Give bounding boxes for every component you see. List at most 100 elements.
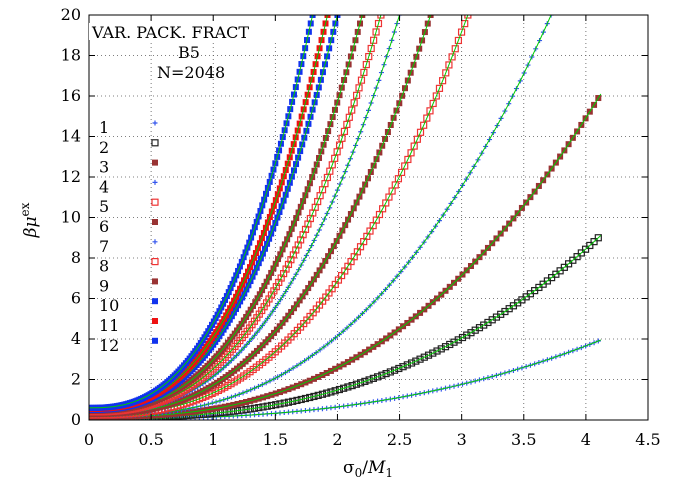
- data-point: [152, 318, 158, 324]
- legend-label: 12: [99, 336, 119, 355]
- data-point: [151, 198, 159, 206]
- data-point: [433, 347, 441, 355]
- data-point: [420, 353, 428, 361]
- data-point: [382, 369, 390, 378]
- data-point: [581, 245, 590, 253]
- annotation-sample: B5: [178, 43, 200, 62]
- data-point: [301, 394, 310, 403]
- legend-item-11: 11: [99, 316, 158, 335]
- y-tick-label: 6: [71, 289, 81, 308]
- data-point: [370, 36, 378, 44]
- y-tick-label: 12: [61, 167, 81, 186]
- series-layer: [89, 15, 602, 420]
- x-tick-label: 0: [84, 430, 94, 449]
- data-point: [437, 345, 445, 353]
- data-point: [450, 338, 458, 346]
- data-point: [439, 77, 447, 85]
- data-point: [152, 219, 158, 225]
- y-tick-label: 14: [61, 127, 81, 146]
- data-point: [457, 28, 466, 36]
- fit-line: [89, 93, 602, 418]
- data-point: [152, 278, 158, 285]
- data-point: [310, 392, 318, 401]
- legend-label: 4: [99, 177, 109, 196]
- data-point: [152, 120, 158, 126]
- data-point: [348, 106, 356, 114]
- data-point: [350, 99, 358, 107]
- data-point: [464, 15, 472, 19]
- data-point: [355, 84, 363, 92]
- y-tick-label: 0: [71, 410, 81, 429]
- data-point: [442, 69, 450, 77]
- data-point: [369, 374, 377, 382]
- y-tick-label: 16: [61, 86, 81, 105]
- data-point: [577, 249, 585, 257]
- data-point: [318, 390, 327, 398]
- x-tick-label: 1.5: [263, 430, 288, 449]
- legend-item-5: 5: [99, 197, 159, 216]
- legend-label: 11: [99, 316, 119, 335]
- data-point: [276, 400, 284, 408]
- data-point: [412, 357, 420, 365]
- data-point: [423, 114, 431, 122]
- data-point: [306, 393, 314, 402]
- data-point: [293, 396, 301, 405]
- legend-label: 8: [99, 257, 109, 276]
- fit-line: [89, 339, 601, 420]
- data-point: [416, 128, 425, 136]
- data-point: [331, 387, 339, 395]
- legend-label: 10: [99, 296, 119, 315]
- legend-label: 3: [99, 158, 109, 177]
- data-point: [151, 139, 159, 147]
- x-tick-label: 3.5: [511, 430, 536, 449]
- data-point: [413, 135, 421, 143]
- data-point: [152, 159, 158, 166]
- legend-item-9: 9: [99, 276, 158, 295]
- x-tick-label: 1: [208, 430, 218, 449]
- series-12: [89, 15, 316, 411]
- data-point: [454, 336, 462, 344]
- data-point: [152, 298, 158, 305]
- data-point: [374, 373, 382, 381]
- x-tick-label: 4: [581, 430, 591, 449]
- data-point: [378, 371, 386, 379]
- legend-label: 5: [99, 197, 109, 216]
- data-point: [435, 84, 444, 92]
- data-point: [429, 349, 437, 357]
- data-point: [365, 52, 373, 61]
- data-point: [420, 121, 428, 129]
- data-point: [432, 92, 440, 100]
- data-point: [590, 238, 598, 246]
- data-point: [348, 382, 356, 390]
- annotation-background: [89, 23, 297, 40]
- legend-item-12: 12: [99, 336, 158, 355]
- legend-item-1: 1: [99, 118, 158, 137]
- data-point: [280, 399, 288, 407]
- data-point: [289, 397, 297, 405]
- data-point: [446, 340, 454, 349]
- y-axis-label: βμex: [18, 202, 41, 238]
- legend-item-8: 8: [99, 257, 159, 276]
- data-point: [338, 134, 346, 142]
- data-point: [365, 376, 373, 384]
- data-point: [395, 364, 403, 373]
- legend-label: 7: [99, 237, 109, 256]
- legend-item-4: 4: [99, 177, 158, 196]
- data-point: [352, 380, 360, 388]
- data-point: [377, 15, 385, 19]
- legend-label: 1: [99, 118, 109, 137]
- data-point: [352, 91, 361, 99]
- data-point: [416, 355, 424, 363]
- y-tick-label: 2: [71, 370, 81, 389]
- annotation-title: VAR. PACK. FRACT: [91, 23, 249, 42]
- y-tick-label: 8: [71, 248, 81, 267]
- data-point: [151, 258, 159, 266]
- data-point: [390, 366, 399, 374]
- data-point: [345, 113, 353, 121]
- data-point: [272, 401, 280, 409]
- data-point: [426, 107, 434, 115]
- data-point: [360, 68, 368, 77]
- legend-label: 6: [99, 217, 109, 236]
- data-point: [548, 15, 554, 18]
